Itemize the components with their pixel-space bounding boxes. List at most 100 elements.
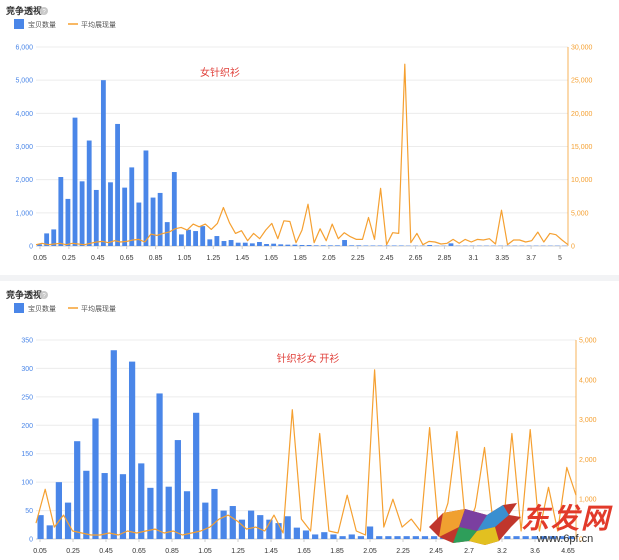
bar-mark (330, 534, 336, 539)
bar-mark (356, 245, 361, 246)
bar-mark (58, 177, 63, 246)
y-left-tick-label: 100 (21, 480, 33, 487)
x-tick-label: 0.65 (120, 255, 134, 262)
bar-mark (211, 489, 217, 539)
x-tick-label: 2.45 (429, 548, 443, 555)
bar-mark (385, 536, 391, 539)
section-title: 竞争透视 (5, 289, 42, 300)
x-tick-label: 0.05 (33, 255, 47, 262)
x-tick-label: 2.85 (438, 255, 452, 262)
bar-mark (349, 534, 355, 539)
bar-mark (404, 536, 410, 539)
y-right-tick-label: 3,000 (579, 417, 597, 424)
x-tick-label: 2.65 (409, 255, 423, 262)
bar-mark (221, 511, 227, 539)
bar-mark (115, 124, 120, 246)
x-tick-label: 3.2 (497, 548, 507, 555)
bar-mark (175, 440, 181, 539)
x-tick-label: 1.05 (178, 255, 192, 262)
bar-mark (108, 182, 113, 246)
watermark-url: www.6pf.cn (537, 533, 593, 545)
y-left-tick-label: 250 (21, 394, 33, 401)
bar-mark (222, 241, 227, 246)
bar-mark (120, 474, 126, 539)
bar-mark (413, 536, 419, 539)
y-left-tick-label: 0 (29, 244, 33, 251)
legend-label-bar: 宝贝数量 (28, 20, 56, 29)
x-tick-label: 0.45 (99, 548, 113, 555)
bar-mark (335, 245, 340, 246)
bar-mark (236, 243, 241, 246)
y-left-tick-label: 50 (25, 508, 33, 515)
bar-mark (303, 530, 309, 539)
x-tick-label: 1.85 (330, 548, 344, 555)
bar-mark (94, 190, 99, 246)
bar-mark (138, 463, 144, 539)
y-left-tick-label: 150 (21, 451, 33, 458)
bar-mark (184, 491, 190, 539)
bar-mark (312, 534, 318, 539)
x-tick-label: 2.45 (380, 255, 394, 262)
bar-mark (230, 506, 236, 539)
bar-mark (200, 226, 205, 246)
bar-mark (87, 141, 92, 246)
bar-mark (56, 482, 62, 539)
bar-mark (300, 245, 305, 246)
chart-svg: 竞争透视?宝贝数量平均展现量01,0002,0003,0004,0005,000… (0, 0, 619, 272)
bar-mark (342, 240, 347, 246)
bar-mark (376, 536, 382, 539)
x-tick-label: 2.05 (363, 548, 377, 555)
legend-swatch-bar (14, 303, 24, 313)
bar-mark (257, 515, 263, 539)
bar-mark (83, 471, 89, 539)
x-tick-label: 0.85 (165, 548, 179, 555)
x-tick-label: 0.05 (33, 548, 47, 555)
bar-mark (65, 503, 71, 539)
bar-mark (321, 245, 326, 246)
x-tick-label: 3.7 (526, 255, 536, 262)
bar-mark (66, 199, 71, 246)
bar-mark (294, 528, 300, 539)
y-right-tick-label: 30,000 (571, 45, 593, 52)
x-tick-label: 0.25 (66, 548, 80, 555)
bar-mark (285, 245, 290, 246)
x-tick-label: 1.45 (264, 548, 278, 555)
y-left-tick-label: 3,000 (15, 144, 33, 151)
y-left-tick-label: 2,000 (15, 177, 33, 184)
bar-mark (264, 244, 269, 246)
bar-mark (158, 193, 163, 246)
x-tick-label: 1.45 (235, 255, 249, 262)
legend-swatch-bar (14, 19, 24, 29)
x-tick-label: 3.35 (495, 255, 509, 262)
x-tick-label: 0.25 (62, 255, 76, 262)
bar-mark (102, 473, 108, 539)
bar-mark (74, 441, 80, 539)
x-tick-label: 4.65 (561, 548, 575, 555)
bar-mark (321, 532, 327, 539)
y-right-tick-label: 25,000 (571, 78, 593, 85)
x-tick-label: 1.65 (264, 255, 278, 262)
bar-mark (285, 516, 291, 539)
bar-mark (257, 242, 262, 246)
chart-annotation: 女针织衫 (200, 66, 240, 79)
bar-mark (73, 118, 78, 246)
y-right-tick-label: 0 (571, 244, 575, 251)
bar-mark (271, 244, 276, 246)
bar-mark (207, 239, 212, 246)
y-left-tick-label: 0 (29, 537, 33, 544)
legend-label-line: 平均展现量 (81, 304, 116, 313)
x-tick-label: 3.6 (530, 548, 540, 555)
x-tick-label: 1.65 (297, 548, 311, 555)
x-tick-label: 2.25 (396, 548, 410, 555)
y-right-tick-label: 5,000 (571, 210, 589, 217)
panel-divider (0, 275, 619, 281)
bar-mark (214, 236, 219, 246)
bar-mark (314, 245, 319, 246)
bar-mark (47, 525, 53, 539)
bar-mark (292, 245, 297, 246)
bar-mark (427, 245, 432, 246)
y-left-tick-label: 300 (21, 366, 33, 373)
y-left-tick-label: 4,000 (15, 111, 33, 118)
